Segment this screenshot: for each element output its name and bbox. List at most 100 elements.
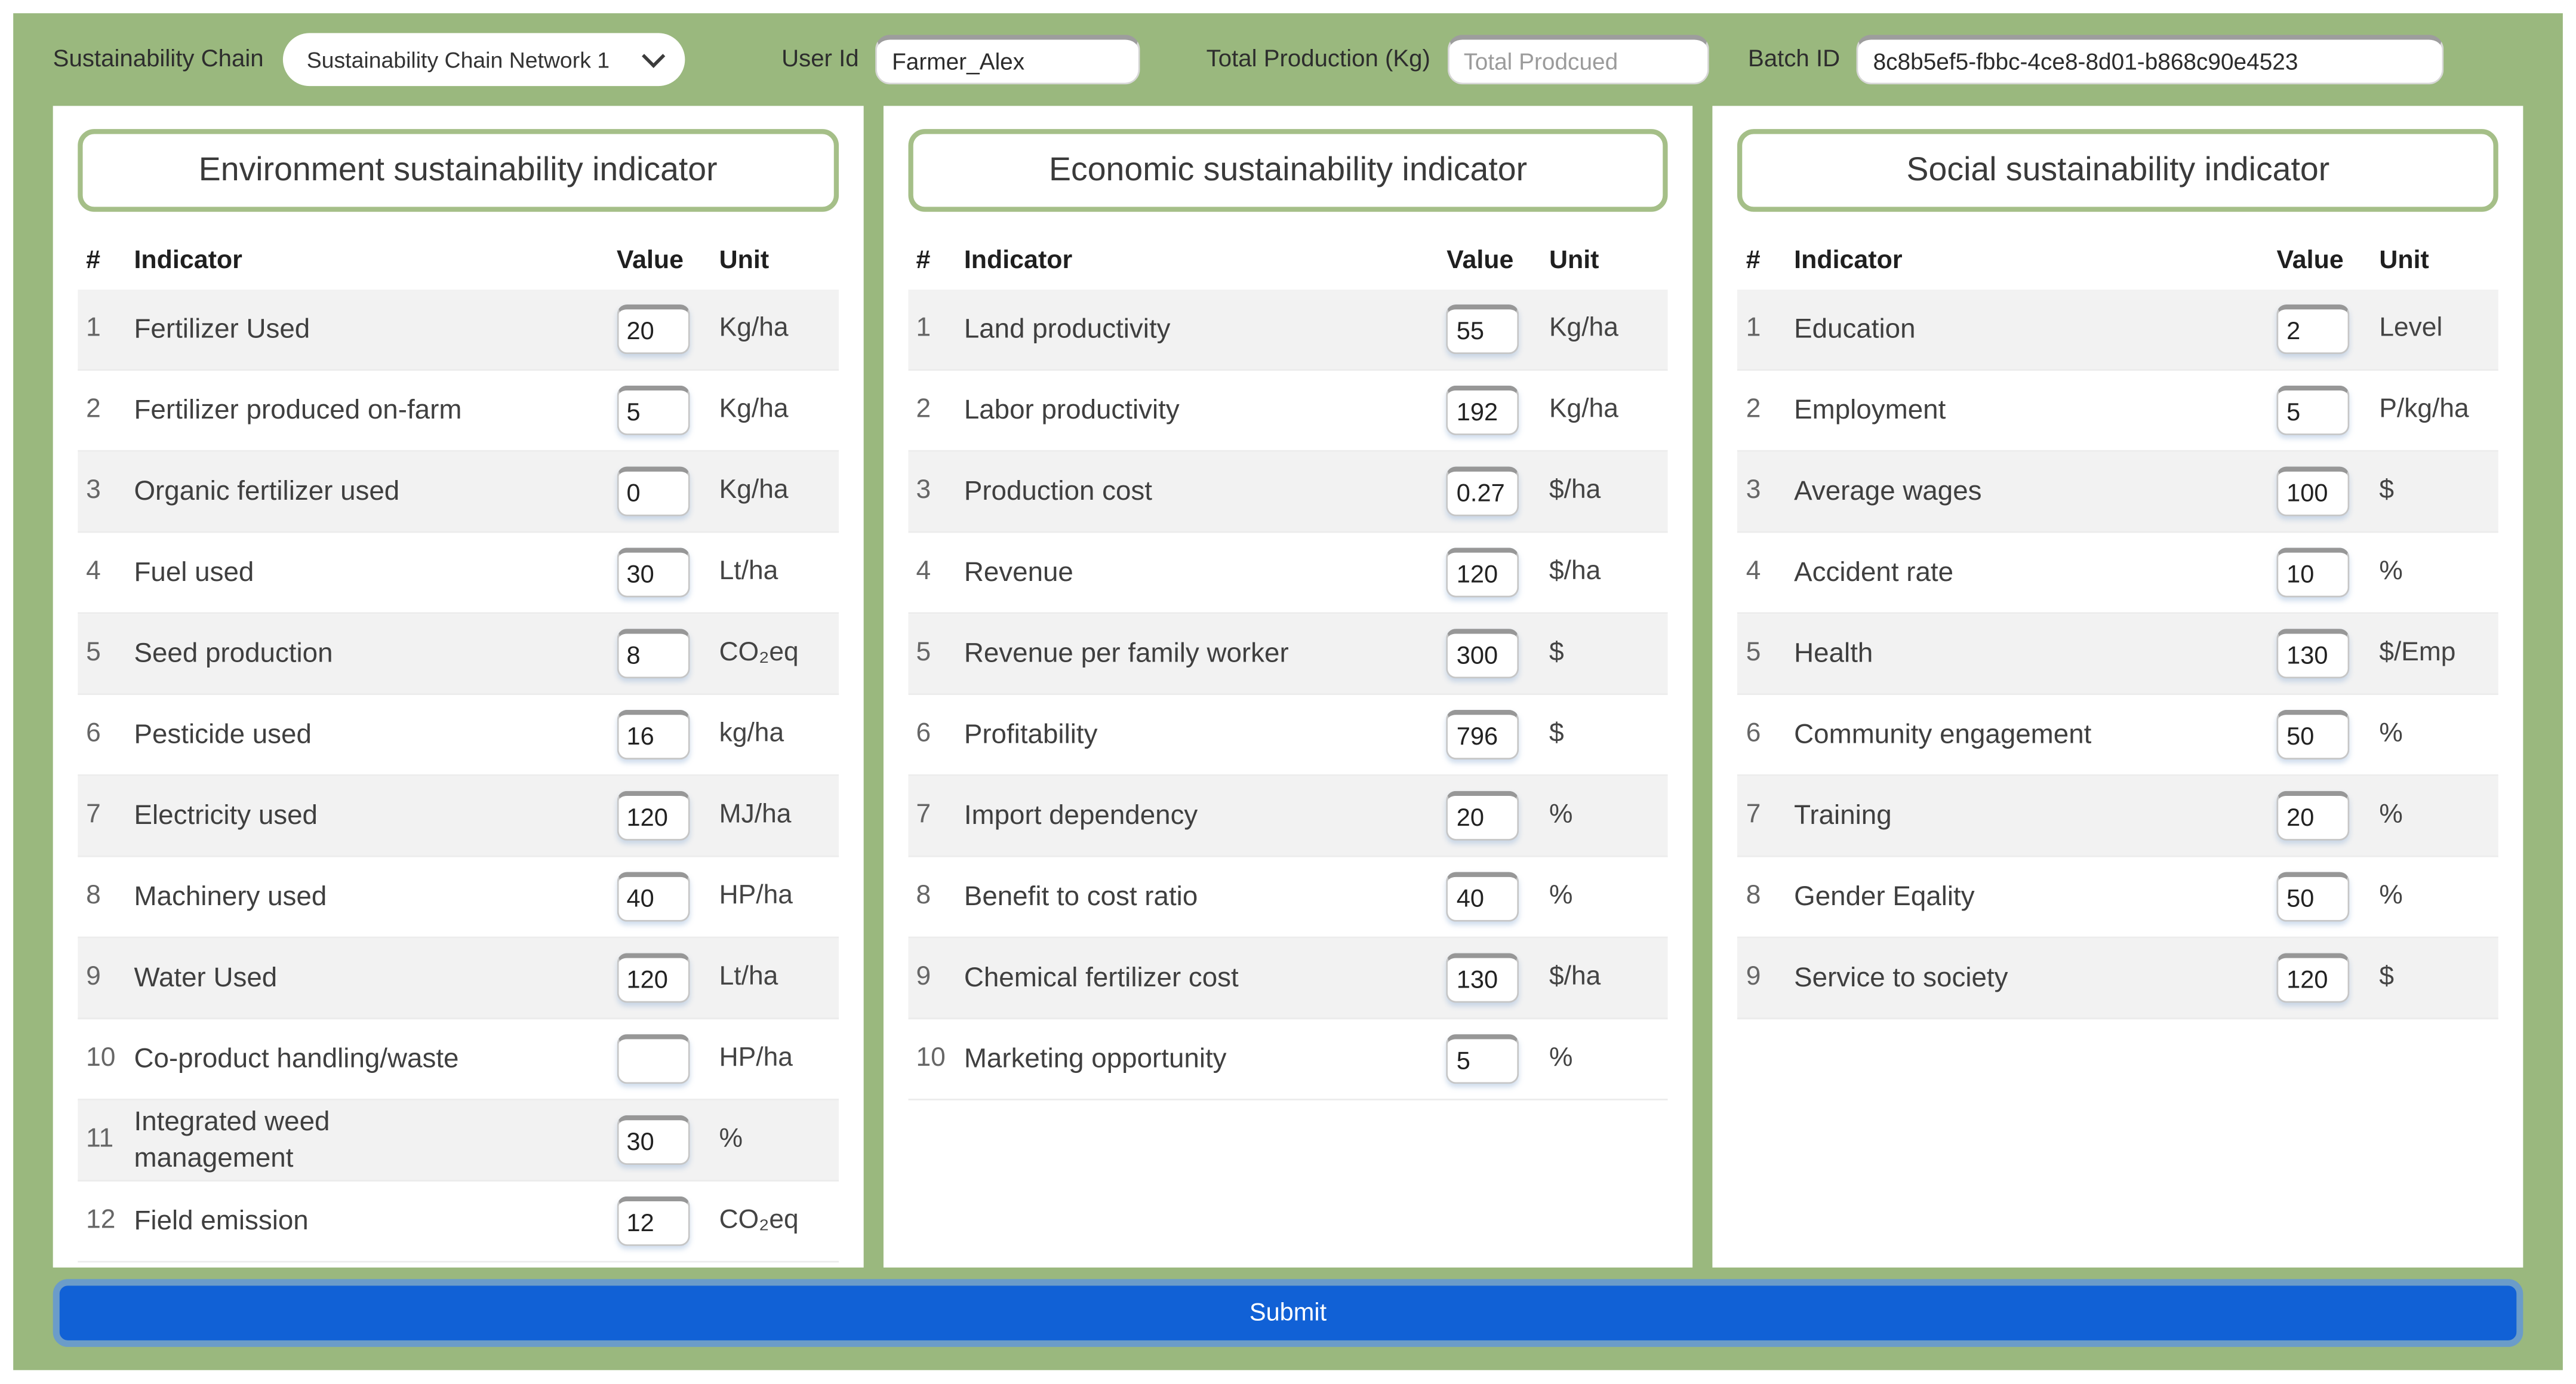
- total-production-input[interactable]: [1447, 35, 1709, 85]
- value-input[interactable]: [616, 548, 690, 598]
- unit-label: CO₂eq: [719, 1206, 799, 1235]
- value-input[interactable]: [1447, 466, 1520, 516]
- user-id-input[interactable]: [875, 35, 1140, 85]
- value-input[interactable]: [1447, 385, 1520, 435]
- unit-label: %: [2379, 557, 2403, 586]
- chevron-down-icon: [642, 44, 666, 68]
- table-row: 3 Average wages $: [1737, 451, 2498, 533]
- unit-label: Kg/ha: [1549, 395, 1618, 424]
- value-input[interactable]: [616, 872, 690, 922]
- row-number: 6: [86, 719, 101, 748]
- value-input[interactable]: [2276, 385, 2350, 435]
- value-input[interactable]: [616, 709, 690, 760]
- table-header: # Indicator Value Unit: [1738, 233, 2498, 290]
- value-input[interactable]: [2276, 709, 2350, 760]
- row-number: 5: [86, 638, 101, 667]
- value-input[interactable]: [2276, 872, 2350, 922]
- row-number: 5: [1746, 638, 1761, 667]
- column-header-unit: Unit: [2379, 246, 2429, 275]
- unit-label: P/kg/ha: [2379, 395, 2469, 424]
- indicator-label: Pesticide used: [134, 719, 312, 750]
- unit-label: MJ/ha: [719, 801, 792, 829]
- indicator-label: Benefit to cost ratio: [964, 881, 1198, 912]
- value-input[interactable]: [616, 1196, 690, 1246]
- chain-select[interactable]: Sustainability Chain Network 1: [283, 33, 686, 87]
- row-number: 2: [916, 395, 931, 424]
- indicator-label: Revenue per family worker: [964, 638, 1289, 669]
- value-input[interactable]: [1447, 953, 1520, 1003]
- user-id-label: User Id: [781, 46, 859, 73]
- value-input[interactable]: [2276, 629, 2350, 679]
- table-row: 4 Fuel used Lt/ha: [78, 533, 839, 614]
- table-row: 6 Community engagement%: [1737, 695, 2498, 776]
- submit-button[interactable]: Submit: [53, 1279, 2523, 1347]
- table-row: 3 Organic fertilizer used Kg/ha: [78, 451, 839, 533]
- table-row: 10 Co-product handling/waste HP/ha: [78, 1019, 839, 1100]
- indicator-label: Gender Eqality: [1794, 881, 1975, 912]
- indicator-label: Fuel used: [134, 557, 254, 588]
- indicator-label: Health: [1794, 638, 1873, 669]
- indicator-label: Land productivity: [964, 314, 1171, 345]
- value-input[interactable]: [616, 791, 690, 841]
- unit-label: $: [2379, 962, 2394, 992]
- panels-container: Environment sustainability indicator # I…: [13, 106, 2563, 1268]
- value-input[interactable]: [1447, 629, 1520, 679]
- value-input[interactable]: [616, 304, 690, 355]
- column-header-value: Value: [616, 246, 684, 275]
- row-number: 8: [916, 882, 931, 911]
- unit-label: %: [1549, 882, 1573, 911]
- value-input[interactable]: [616, 629, 690, 679]
- value-input[interactable]: [2276, 466, 2350, 516]
- indicator-label: Community engagement: [1794, 719, 2092, 750]
- value-input[interactable]: [616, 1034, 690, 1084]
- value-input[interactable]: [2276, 548, 2350, 598]
- table-row: 2 Employment P/kg/ha: [1737, 371, 2498, 452]
- value-input[interactable]: [2276, 953, 2350, 1003]
- column-header-num: #: [1746, 246, 1761, 275]
- value-input[interactable]: [1447, 791, 1520, 841]
- value-input[interactable]: [1447, 709, 1520, 760]
- table-header: # Indicator Value Unit: [78, 233, 838, 290]
- row-number: 4: [916, 557, 931, 586]
- table-row: 6 Pesticide used kg/ha: [78, 695, 839, 776]
- column-header-value: Value: [2276, 246, 2344, 275]
- unit-label: $/ha: [1549, 962, 1601, 992]
- row-number: 1: [916, 314, 931, 343]
- indicator-label: Fertilizer Used: [134, 314, 310, 345]
- table-row: 2 Labor productivity Kg/ha: [907, 371, 1669, 452]
- row-number: 1: [86, 314, 101, 343]
- unit-label: CO₂eq: [719, 638, 799, 667]
- value-input[interactable]: [1447, 304, 1520, 355]
- table-row: 4 Accident rate%: [1737, 533, 2498, 614]
- indicator-label: Average wages: [1794, 476, 1982, 506]
- table-row: 5 Revenue per family worker $: [907, 614, 1669, 695]
- table-row: 1 Education Level: [1737, 289, 2498, 371]
- batch-id-input[interactable]: [1856, 35, 2444, 85]
- table-row: 3 Production cost $/ha: [907, 451, 1669, 533]
- value-input[interactable]: [616, 466, 690, 516]
- value-input[interactable]: [1447, 548, 1520, 598]
- panel-economic: Economic sustainability indicator # Indi…: [883, 106, 1694, 1268]
- row-number: 12: [86, 1206, 116, 1235]
- value-input[interactable]: [2276, 304, 2350, 355]
- value-input[interactable]: [1447, 872, 1520, 922]
- panel-social: Social sustainability indicator # Indica…: [1713, 106, 2523, 1268]
- unit-label: %: [2379, 801, 2403, 829]
- value-input[interactable]: [2276, 791, 2350, 841]
- value-input[interactable]: [1447, 1034, 1520, 1084]
- table-row: 12 Field emission CO₂eq: [78, 1182, 839, 1263]
- value-input[interactable]: [616, 1115, 690, 1165]
- chain-label: Sustainability Chain: [53, 46, 264, 73]
- value-input[interactable]: [616, 953, 690, 1003]
- value-input[interactable]: [616, 385, 690, 435]
- indicator-label: Chemical fertilizer cost: [964, 962, 1239, 993]
- batch-id-label: Batch ID: [1748, 46, 1841, 73]
- column-header-indicator: Indicator: [964, 245, 1073, 274]
- row-number: 4: [1746, 557, 1761, 586]
- table-row: 7 Training%: [1737, 776, 2498, 857]
- indicator-label: Marketing opportunity: [964, 1044, 1227, 1074]
- column-header-value: Value: [1447, 246, 1514, 275]
- column-header-indicator: Indicator: [134, 245, 242, 274]
- row-number: 3: [86, 476, 101, 505]
- unit-label: Kg/ha: [719, 395, 789, 424]
